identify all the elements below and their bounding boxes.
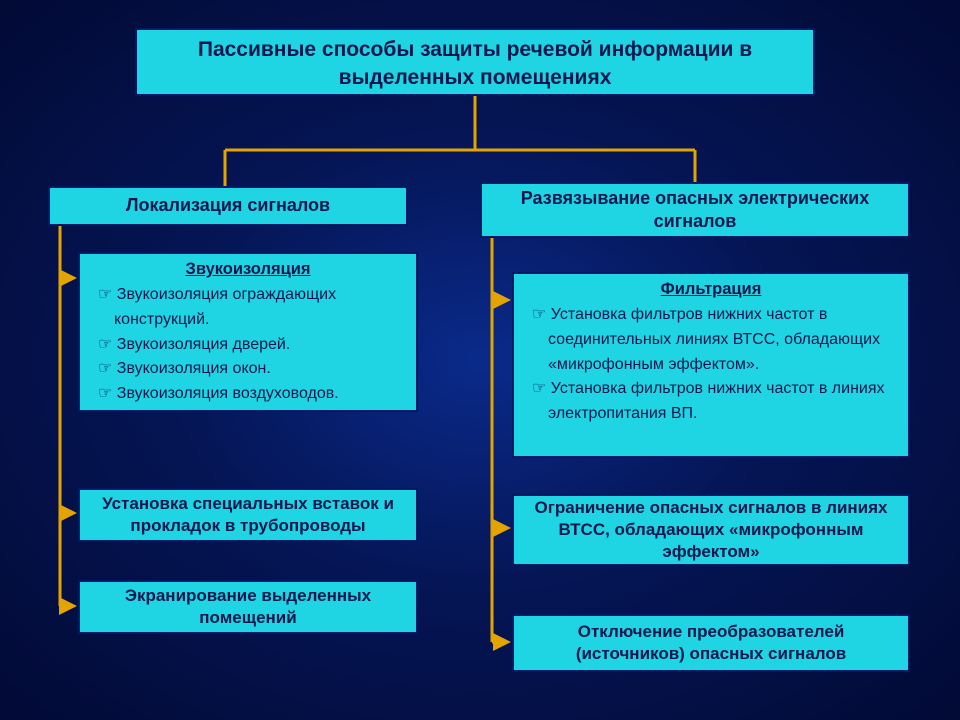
bullet-item: ☞ Звукоизоляция дверей. [106,333,406,358]
bullet-item: ☞ Звукоизоляция окон. [106,357,406,382]
hand-icon: ☞ [532,306,551,323]
child-text: Установка специальных вставок и прокладо… [90,493,406,537]
root-title: Пассивные способы защиты речевой информа… [198,38,752,89]
hand-icon: ☞ [98,360,117,377]
child-box: Звукоизоляция ☞ Звукоизоляция ограждающих… [78,252,418,412]
bullet-item: ☞ Звукоизоляция ограждающих конструкций. [106,283,406,333]
branch-header-label: Развязывание опасных электрических сигна… [492,187,898,234]
bullet-text: Звукоизоляция воздуховодов. [117,385,339,402]
bullet-text: Звукоизоляция дверей. [117,336,290,353]
child-box: Отключение преобразователей (источников)… [512,614,910,672]
hand-icon: ☞ [98,336,117,353]
child-text: Отключение преобразователей (источников)… [524,621,898,665]
child-text: Ограничение опасных сигналов в линиях ВТ… [524,497,898,563]
child-box: Фильтрация ☞ Установка фильтров нижних ча… [512,272,910,458]
hand-icon: ☞ [98,286,117,303]
root-box: Пассивные способы защиты речевой информа… [135,28,815,96]
branch-header-left: Локализация сигналов [48,186,408,226]
bullet-item: ☞ Установка фильтров нижних частот в сое… [540,303,898,377]
bullet-item: ☞ Установка фильтров нижних частот в лин… [540,377,898,427]
hand-icon: ☞ [532,380,551,397]
child-box: Экранирование выделенных помещений [78,580,418,634]
child-box: Установка специальных вставок и прокладо… [78,488,418,542]
child-text: Экранирование выделенных помещений [90,585,406,629]
detail-heading: Фильтрация [524,280,898,299]
branch-header-right: Развязывание опасных электрических сигна… [480,182,910,238]
bullet-item: ☞ Звукоизоляция воздуховодов. [106,382,406,407]
hand-icon: ☞ [98,385,117,402]
bullet-text: Установка фильтров нижних частот в линия… [548,380,885,422]
bullet-text: Установка фильтров нижних частот в соеди… [548,306,880,373]
bullet-text: Звукоизоляция ограждающих конструкций. [114,286,336,328]
child-box: Ограничение опасных сигналов в линиях ВТ… [512,494,910,566]
detail-heading: Звукоизоляция [90,260,406,279]
branch-header-label: Локализация сигналов [126,194,330,217]
bullet-text: Звукоизоляция окон. [117,360,271,377]
